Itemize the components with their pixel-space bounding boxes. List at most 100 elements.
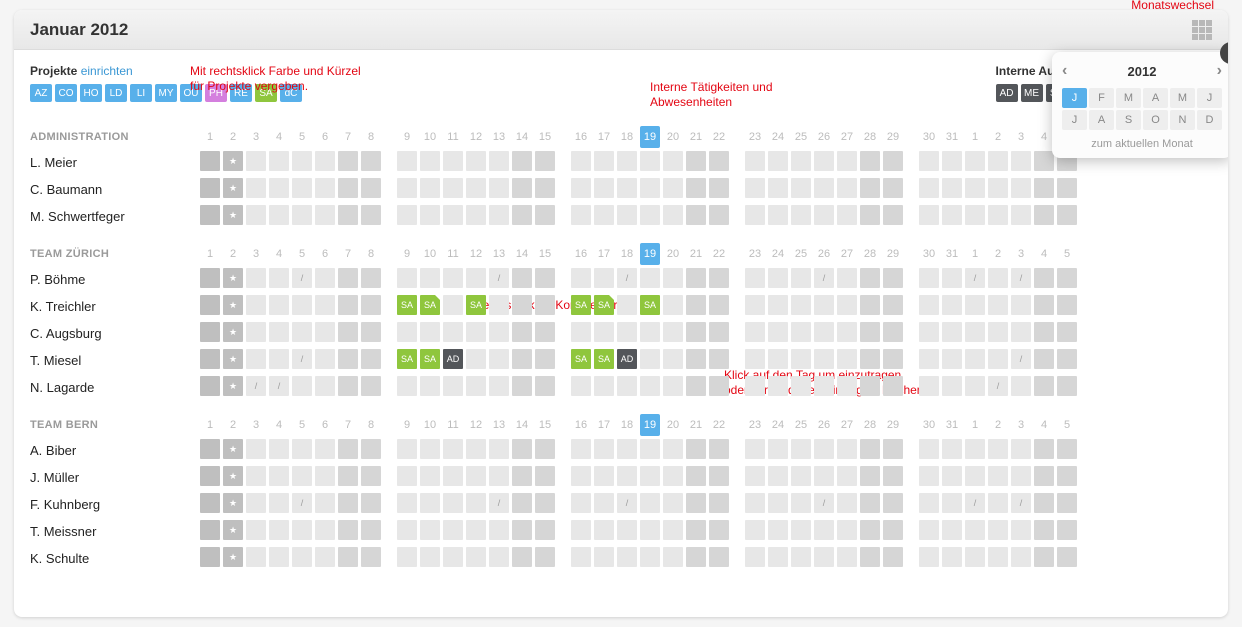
- day-cell[interactable]: [814, 547, 834, 567]
- project-chip-ph[interactable]: PH: [205, 84, 227, 102]
- day-cell[interactable]: [617, 295, 637, 315]
- day-cell[interactable]: [965, 205, 985, 225]
- day-cell[interactable]: [466, 493, 486, 513]
- day-cell[interactable]: [709, 268, 729, 288]
- day-cell[interactable]: [594, 322, 614, 342]
- day-cell[interactable]: [745, 151, 765, 171]
- day-cell[interactable]: [420, 178, 440, 198]
- day-cell[interactable]: [1034, 268, 1054, 288]
- day-cell[interactable]: [837, 268, 857, 288]
- day-cell[interactable]: [617, 376, 637, 396]
- day-cell[interactable]: [883, 151, 903, 171]
- day-cell[interactable]: [814, 349, 834, 369]
- day-cell[interactable]: [466, 178, 486, 198]
- day-cell[interactable]: [988, 151, 1008, 171]
- day-cell[interactable]: [837, 178, 857, 198]
- day-cell[interactable]: [315, 349, 335, 369]
- month-cell[interactable]: J: [1197, 88, 1222, 108]
- day-cell[interactable]: [512, 349, 532, 369]
- day-cell[interactable]: [443, 547, 463, 567]
- day-cell[interactable]: [571, 520, 591, 540]
- day-cell[interactable]: [466, 439, 486, 459]
- day-cell[interactable]: [361, 295, 381, 315]
- day-cell[interactable]: [443, 178, 463, 198]
- day-cell[interactable]: [292, 295, 312, 315]
- day-cell[interactable]: [663, 376, 683, 396]
- month-cell[interactable]: F: [1089, 88, 1114, 108]
- day-cell[interactable]: [269, 151, 289, 171]
- day-cell[interactable]: [338, 349, 358, 369]
- day-cell[interactable]: [663, 205, 683, 225]
- day-cell[interactable]: [837, 295, 857, 315]
- day-cell[interactable]: [397, 322, 417, 342]
- day-cell[interactable]: ★: [223, 466, 243, 486]
- day-cell[interactable]: [768, 439, 788, 459]
- day-cell[interactable]: [965, 466, 985, 486]
- day-cell[interactable]: [594, 493, 614, 513]
- day-cell[interactable]: [919, 439, 939, 459]
- day-cell[interactable]: [860, 520, 880, 540]
- day-cell[interactable]: [837, 205, 857, 225]
- project-chip-li[interactable]: LI: [130, 84, 152, 102]
- day-cell[interactable]: [686, 349, 706, 369]
- day-cell[interactable]: [686, 493, 706, 513]
- month-cell[interactable]: M: [1170, 88, 1195, 108]
- day-cell[interactable]: [640, 493, 660, 513]
- day-cell[interactable]: /: [292, 493, 312, 513]
- day-cell[interactable]: [315, 493, 335, 513]
- day-cell[interactable]: [745, 439, 765, 459]
- day-cell[interactable]: [965, 295, 985, 315]
- day-cell[interactable]: [988, 439, 1008, 459]
- day-cell[interactable]: /: [617, 268, 637, 288]
- project-chip-ld[interactable]: LD: [105, 84, 127, 102]
- day-cell[interactable]: [1057, 268, 1077, 288]
- day-cell[interactable]: [768, 547, 788, 567]
- day-cell[interactable]: [338, 268, 358, 288]
- day-cell[interactable]: [709, 295, 729, 315]
- day-cell[interactable]: [640, 349, 660, 369]
- day-cell[interactable]: [269, 178, 289, 198]
- day-cell[interactable]: [942, 178, 962, 198]
- day-cell[interactable]: [919, 466, 939, 486]
- month-cell[interactable]: S: [1116, 110, 1141, 130]
- day-cell[interactable]: [988, 349, 1008, 369]
- day-cell[interactable]: [768, 376, 788, 396]
- day-cell[interactable]: [443, 151, 463, 171]
- day-cell[interactable]: [338, 205, 358, 225]
- day-cell[interactable]: [686, 376, 706, 396]
- day-cell[interactable]: [443, 205, 463, 225]
- day-cell[interactable]: [1057, 493, 1077, 513]
- day-cell[interactable]: [466, 205, 486, 225]
- day-cell[interactable]: [883, 493, 903, 513]
- day-cell[interactable]: [292, 520, 312, 540]
- day-cell[interactable]: [617, 205, 637, 225]
- day-cell[interactable]: [512, 376, 532, 396]
- day-cell[interactable]: [420, 205, 440, 225]
- day-cell[interactable]: ★: [223, 349, 243, 369]
- day-cell[interactable]: [965, 439, 985, 459]
- day-cell[interactable]: /: [814, 268, 834, 288]
- day-cell[interactable]: ★: [223, 520, 243, 540]
- day-cell[interactable]: [397, 151, 417, 171]
- day-cell[interactable]: /: [489, 493, 509, 513]
- day-cell[interactable]: [919, 349, 939, 369]
- day-cell[interactable]: /: [1011, 493, 1031, 513]
- day-cell[interactable]: [420, 466, 440, 486]
- day-cell[interactable]: [1057, 439, 1077, 459]
- day-cell[interactable]: [686, 205, 706, 225]
- day-cell[interactable]: [361, 151, 381, 171]
- day-cell[interactable]: [663, 520, 683, 540]
- day-cell[interactable]: SA: [594, 295, 614, 315]
- day-cell[interactable]: [942, 493, 962, 513]
- day-cell[interactable]: [292, 322, 312, 342]
- day-cell[interactable]: [315, 466, 335, 486]
- day-cell[interactable]: [860, 376, 880, 396]
- day-cell[interactable]: [397, 376, 417, 396]
- day-cell[interactable]: [466, 376, 486, 396]
- day-cell[interactable]: [571, 376, 591, 396]
- day-cell[interactable]: /: [988, 376, 1008, 396]
- day-cell[interactable]: [640, 466, 660, 486]
- day-cell[interactable]: [315, 295, 335, 315]
- day-cell[interactable]: ★: [223, 268, 243, 288]
- day-cell[interactable]: [1034, 178, 1054, 198]
